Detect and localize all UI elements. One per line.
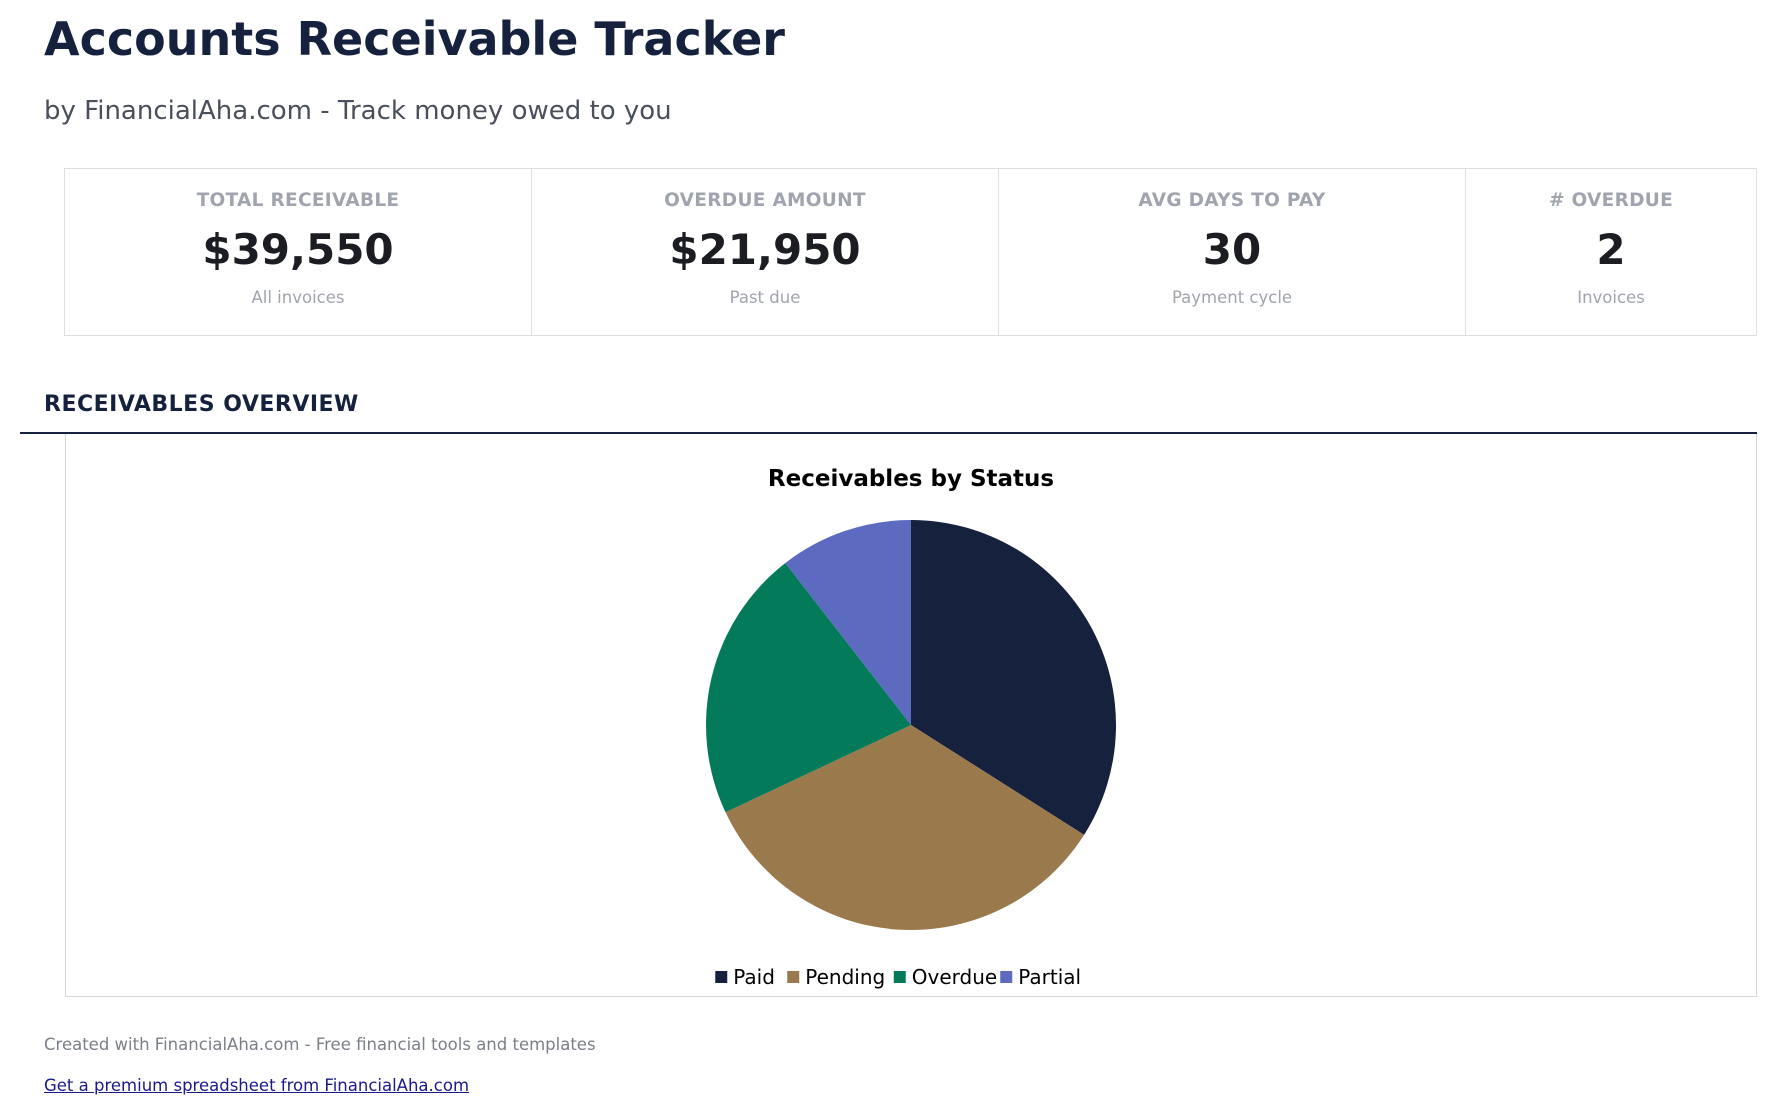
kpi-value: 30 <box>1202 225 1262 274</box>
legend-swatch-partial <box>1000 971 1013 983</box>
kpi-sub: All invoices <box>251 288 345 307</box>
legend-label-paid: Paid <box>733 965 775 989</box>
kpi-value: $21,950 <box>669 225 861 274</box>
kpi-avg-days: AVG DAYS TO PAY 30 Payment cycle <box>999 169 1466 335</box>
pie-chart: Receivables by Status Paid Pending Overdue… <box>706 466 1116 989</box>
chart-container: Receivables by Status Paid Pending Overdue… <box>65 434 1757 997</box>
kpi-sub: Payment cycle <box>1171 288 1293 307</box>
footer-text: Created with FinancialAha.com - Free fin… <box>44 1035 596 1054</box>
kpi-label: AVG DAYS TO PAY <box>1138 190 1326 211</box>
section-divider <box>20 432 1757 434</box>
pie-slice-partial <box>785 520 911 725</box>
pie-slice-paid <box>911 520 1116 835</box>
legend-label-partial: Partial <box>1018 965 1081 989</box>
legend-swatch-overdue <box>893 971 906 983</box>
legend-label-overdue: Overdue <box>912 965 997 989</box>
chart-title: Receivables by Status <box>768 466 1054 492</box>
kpi-value: $39,550 <box>202 225 394 274</box>
kpi-value: 2 <box>1596 225 1626 274</box>
page-subtitle: by FinancialAha.com - Track money owed t… <box>44 96 672 126</box>
legend-label-pending: Pending <box>805 965 885 989</box>
legend-swatch-pending <box>787 971 800 983</box>
kpi-label: # OVERDUE <box>1548 190 1674 211</box>
kpi-sub: Past due <box>729 288 801 307</box>
kpi-overdue-amount: OVERDUE AMOUNT $21,950 Past due <box>532 169 999 335</box>
pie-slice-overdue <box>706 563 911 813</box>
page-title: Accounts Receivable Tracker <box>44 12 785 66</box>
legend-swatch-paid <box>715 971 728 983</box>
kpi-label: OVERDUE AMOUNT <box>664 190 866 211</box>
pie-slice-pending <box>725 725 1085 930</box>
kpi-overdue-count: # OVERDUE 2 Invoices <box>1466 169 1756 335</box>
kpi-sub: Invoices <box>1577 288 1645 307</box>
kpi-label: TOTAL RECEIVABLE <box>196 190 400 211</box>
section-heading: RECEIVABLES OVERVIEW <box>44 392 359 417</box>
premium-link[interactable]: Get a premium spreadsheet from Financial… <box>44 1076 470 1095</box>
kpi-cards: TOTAL RECEIVABLE $39,550 All invoices OV… <box>64 168 1757 336</box>
kpi-total-receivable: TOTAL RECEIVABLE $39,550 All invoices <box>65 169 532 335</box>
